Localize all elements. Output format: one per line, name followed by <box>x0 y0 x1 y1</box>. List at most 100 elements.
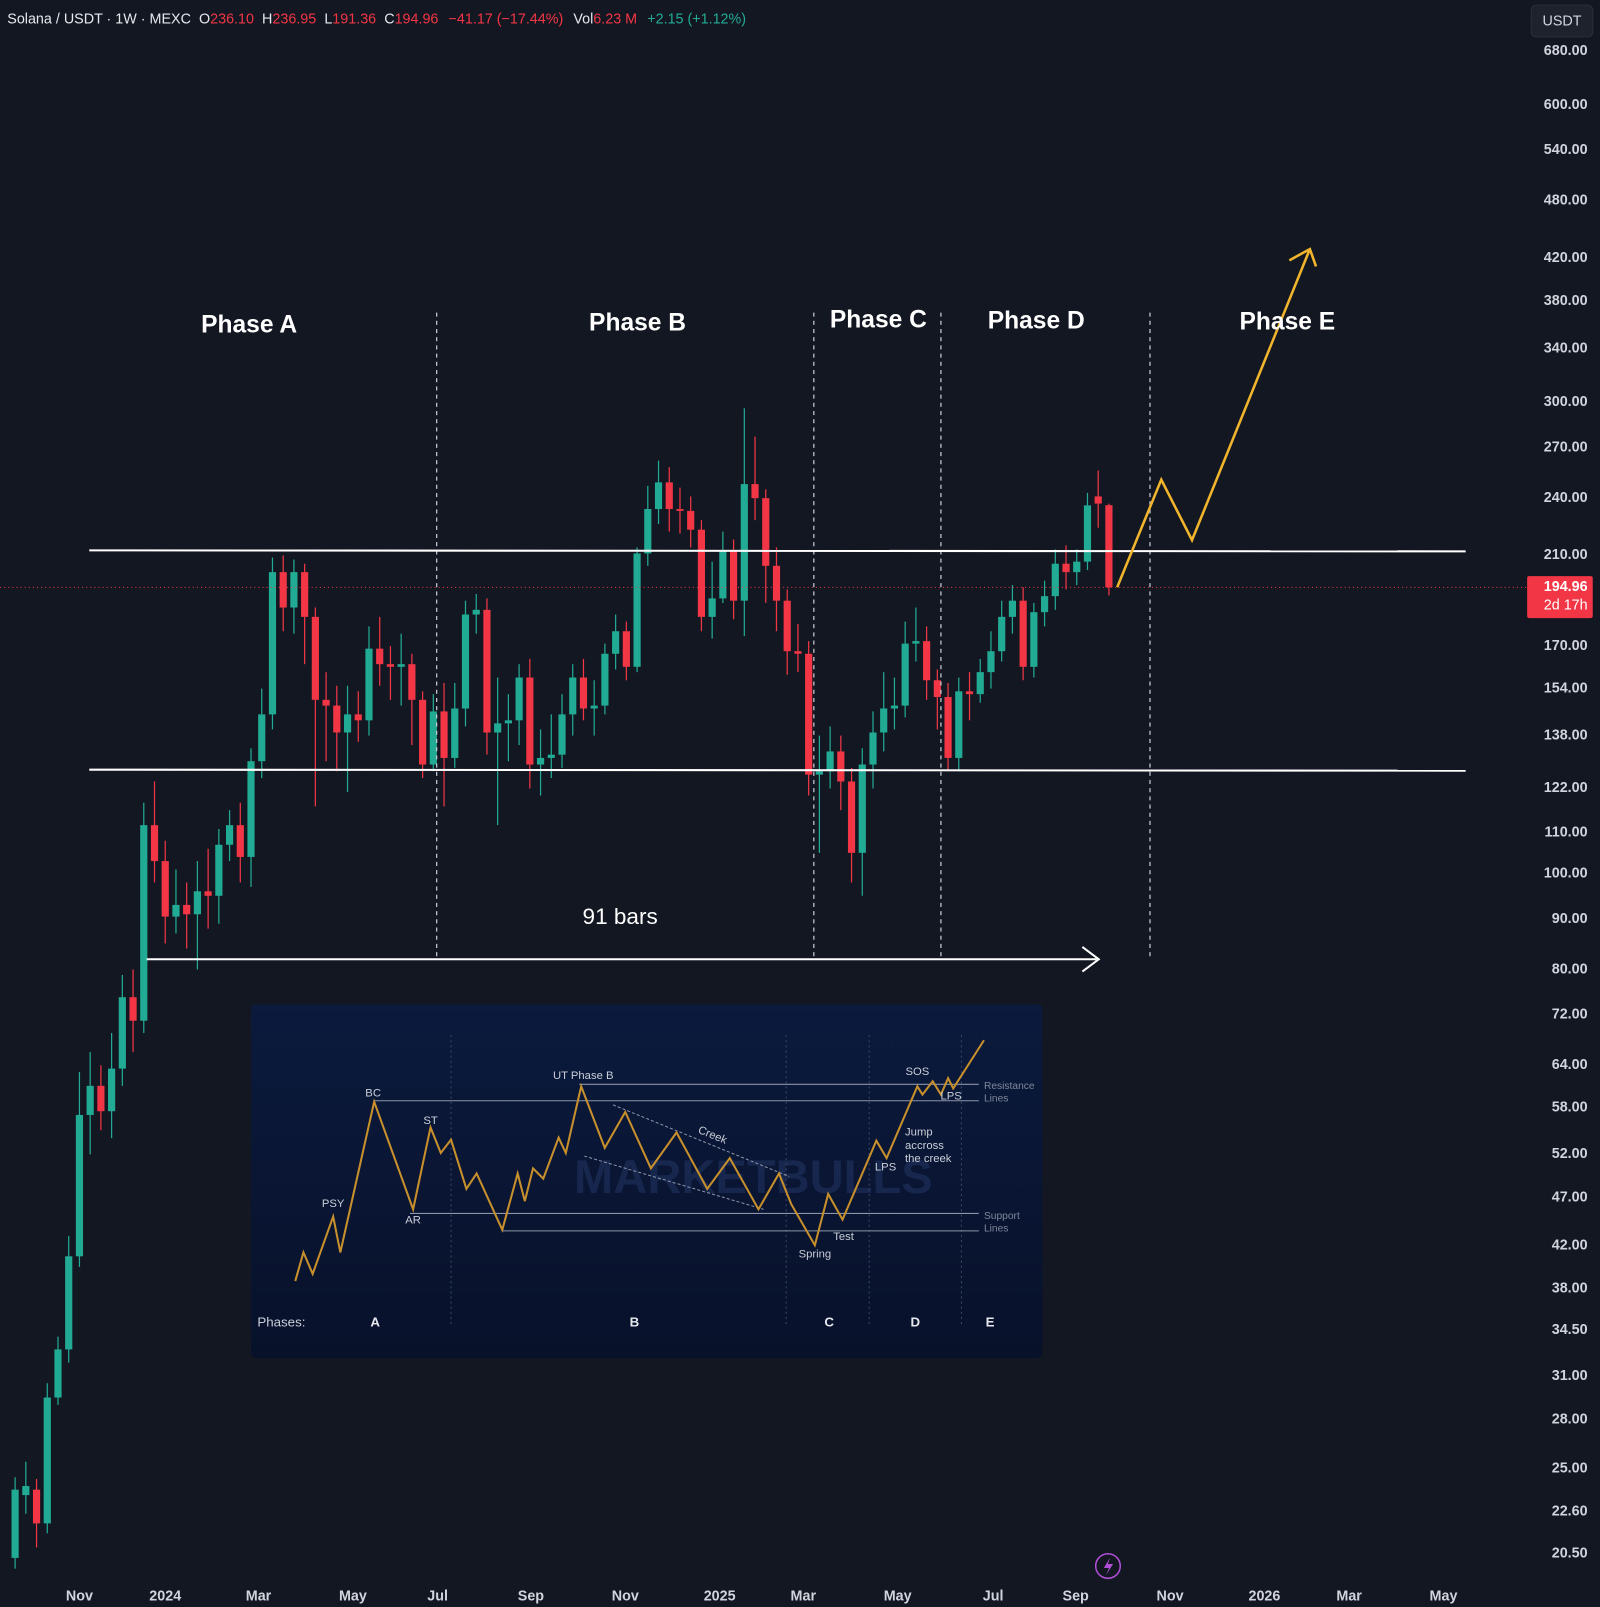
candle-body <box>247 761 255 857</box>
phase-label: Phase D <box>988 307 1085 334</box>
y-tick-label: 34.50 <box>1552 1322 1588 1338</box>
y-tick-label: 122.00 <box>1544 780 1588 796</box>
candle-body <box>22 1486 30 1496</box>
volume-key: Vol <box>573 11 593 27</box>
last-price-box <box>1527 576 1593 619</box>
y-tick-label: 340.00 <box>1544 341 1588 357</box>
creek-line <box>612 1104 790 1178</box>
candle-body <box>923 641 931 681</box>
last-price-label: 194.96 <box>1544 579 1588 595</box>
y-tick-label: 28.00 <box>1552 1412 1588 1428</box>
status-icon[interactable] <box>1094 1552 1122 1580</box>
x-tick-label: 2026 <box>1248 1589 1280 1605</box>
candle-body <box>397 664 405 667</box>
phases-label: Phases: <box>257 1315 305 1330</box>
candle-body <box>301 572 309 617</box>
candle-body <box>504 720 512 724</box>
phase-letter: D <box>910 1315 920 1330</box>
candle-body <box>483 609 491 733</box>
candle-body <box>751 484 759 499</box>
currency-button[interactable] <box>1530 4 1594 38</box>
ohlc-value: 236.95 <box>272 11 316 27</box>
candle-body <box>161 861 169 917</box>
candle-body <box>654 482 663 510</box>
candle-body <box>515 677 523 721</box>
candle-body <box>633 553 641 667</box>
x-tick-label: Nov <box>66 1589 93 1605</box>
candle-body <box>193 891 201 915</box>
candle-body <box>1051 563 1059 597</box>
y-tick-label: 72.00 <box>1552 1007 1588 1023</box>
candle-body <box>944 696 952 758</box>
event-label: ST <box>423 1115 438 1127</box>
y-tick-label: 600.00 <box>1544 97 1588 113</box>
y-tick-label: 25.00 <box>1552 1460 1588 1476</box>
y-tick-label: 64.00 <box>1552 1057 1588 1073</box>
candle-body <box>569 677 577 715</box>
candle-body <box>612 631 620 654</box>
x-tick-label: Jul <box>983 1589 1004 1605</box>
phase-letter: E <box>986 1315 995 1330</box>
y-tick-label: 240.00 <box>1544 490 1588 506</box>
candle-body <box>236 825 244 857</box>
axes: 680.00 600.00 540.00 480.00 420.00 380.00 340.… <box>66 43 1593 1605</box>
level-label: Support <box>984 1211 1020 1222</box>
drawings: Phase A Phase B Phase C Phase D Phase E … <box>89 247 1466 973</box>
candle-body <box>1083 505 1092 562</box>
event-label: UT Phase B <box>553 1070 614 1082</box>
x-tick-label: May <box>339 1589 367 1605</box>
x-tick-label: 2025 <box>704 1589 736 1605</box>
y-tick-label: 38.00 <box>1552 1281 1588 1297</box>
event-label: Test <box>833 1231 855 1243</box>
level-label: Lines <box>984 1224 1008 1235</box>
projection-arrow-head <box>1288 247 1318 267</box>
inset-panel <box>251 1004 1043 1358</box>
candle-body <box>1008 600 1016 617</box>
event-label: AR <box>405 1215 421 1227</box>
candle-body <box>75 1114 84 1257</box>
phase-letter: C <box>824 1315 834 1330</box>
phase-letter: B <box>630 1315 640 1330</box>
phase-label: Phase B <box>589 309 686 336</box>
event-label: accross <box>905 1140 944 1152</box>
x-tick-label: May <box>884 1589 912 1605</box>
ohlc-key: H <box>262 11 272 27</box>
header: Solana / USDT · 1W · MEXC O236.10 H236.9… <box>7 11 746 27</box>
price-change: −41.17 (−17.44%) <box>449 11 564 27</box>
x-tick-label: 2024 <box>149 1589 181 1605</box>
candle-body <box>805 653 813 775</box>
candles <box>0 408 1528 1569</box>
candle-body <box>365 648 373 721</box>
candle-body <box>376 648 384 665</box>
y-tick-label: 154.00 <box>1544 680 1588 696</box>
candle-body <box>1073 561 1081 573</box>
candle-body <box>333 705 341 733</box>
y-tick-label: 170.00 <box>1544 638 1588 654</box>
candle-body <box>440 711 448 758</box>
projection-path <box>1116 248 1312 588</box>
candle-body <box>461 614 470 709</box>
candle-body <box>429 711 437 765</box>
y-tick-label: 42.00 <box>1552 1238 1588 1254</box>
candle-body <box>311 616 319 700</box>
ohlc-key: L <box>324 11 332 27</box>
event-label: BC <box>365 1088 381 1100</box>
status-icon-bolt[interactable] <box>1103 1557 1114 1576</box>
x-tick-label: Mar <box>1336 1589 1362 1605</box>
candle-body <box>901 643 909 706</box>
currency-label[interactable]: USDT <box>1542 13 1581 29</box>
event-label: Spring <box>799 1248 832 1260</box>
candle-body <box>11 1489 19 1558</box>
candle-body <box>1030 612 1038 667</box>
candle-body <box>343 714 352 733</box>
wyckoff-inset: MARKETBULLS PSY BC AR ST UT Phase B Cree… <box>251 1004 1043 1358</box>
ohlc-value: 191.36 <box>332 11 376 27</box>
level-label: Lines <box>984 1093 1008 1104</box>
symbol: Solana / USDT · 1W · MEXC <box>7 11 191 27</box>
event-label: PSY <box>322 1198 345 1210</box>
candle-body <box>86 1085 94 1115</box>
event-label: SOS <box>905 1066 929 1078</box>
candle-body <box>547 754 555 758</box>
y-tick-label: 420.00 <box>1544 250 1588 266</box>
